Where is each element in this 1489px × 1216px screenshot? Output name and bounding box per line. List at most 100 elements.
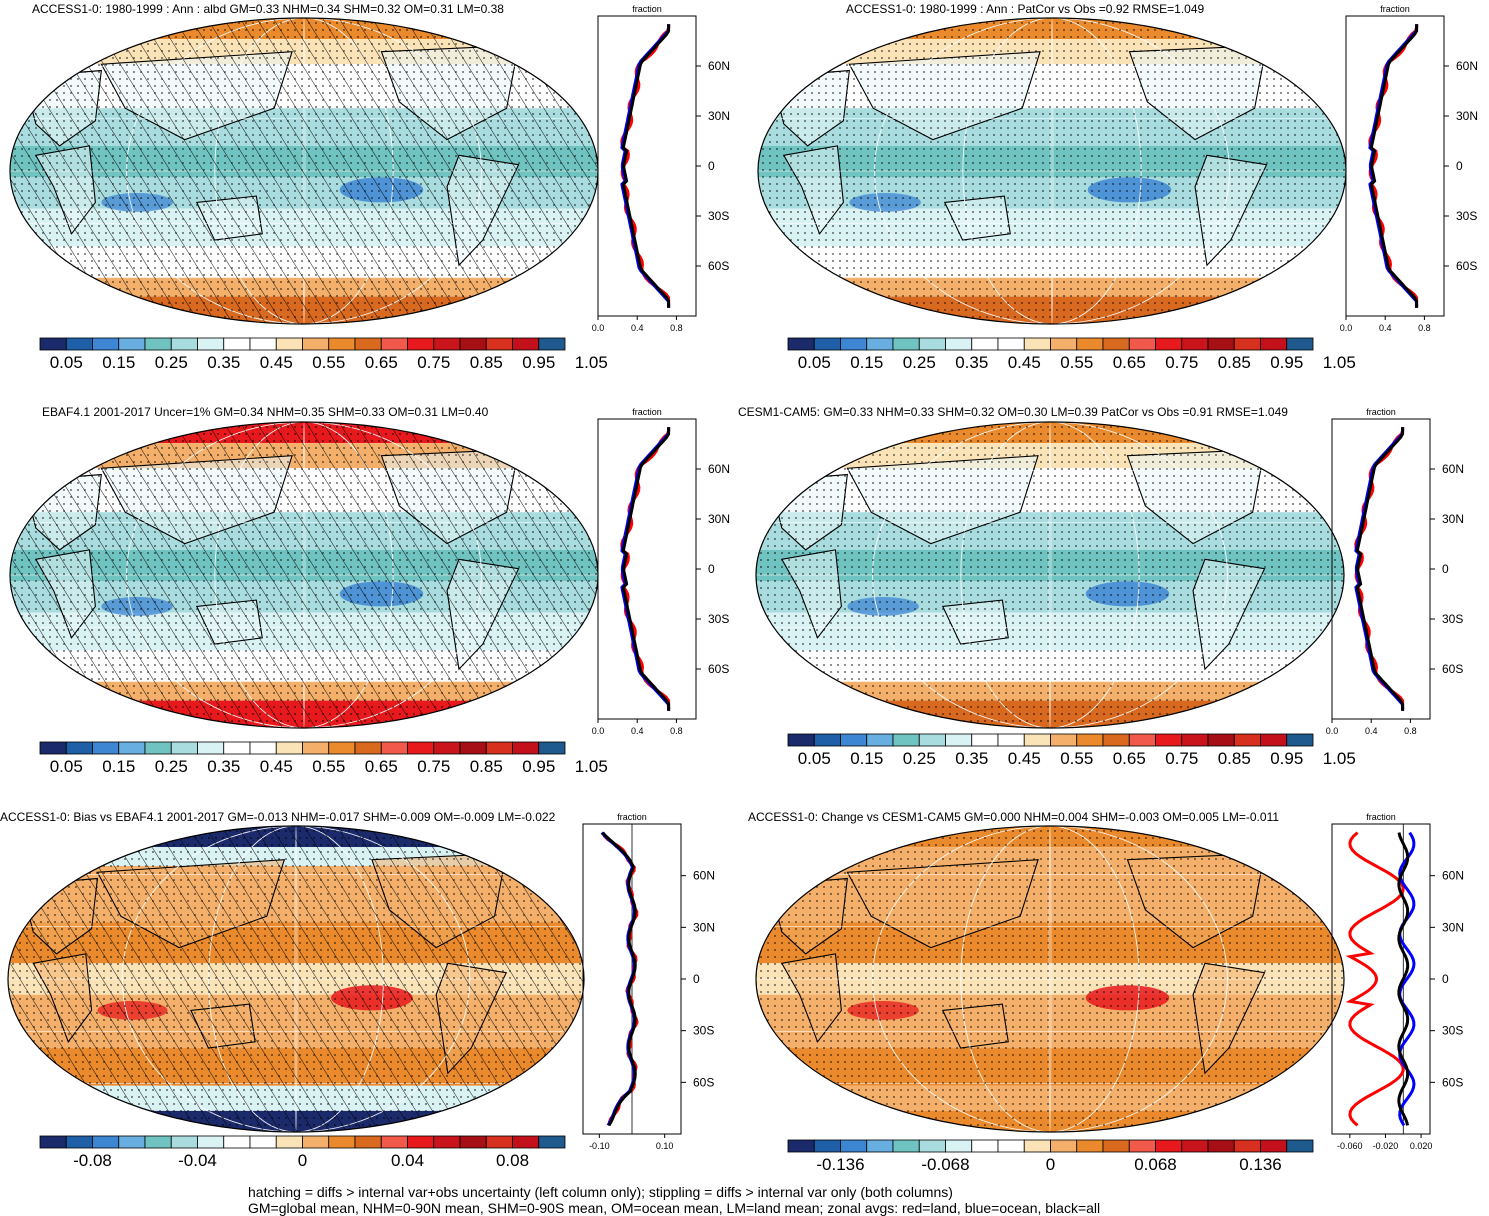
colorbar-swatch	[459, 337, 487, 351]
colorbar-label: 0	[1046, 1155, 1055, 1174]
colorbar-label: 0.25	[155, 353, 188, 372]
zonal-ylabel: 60S	[693, 1075, 714, 1089]
colorbar-label: 0.136	[1239, 1155, 1282, 1174]
colorbar-swatch	[512, 337, 540, 351]
colorbar-swatch	[92, 741, 120, 755]
colorbar-label: 0.85	[470, 757, 503, 776]
zonal-ylabel: 60N	[1456, 59, 1478, 73]
colorbar-swatch	[380, 741, 408, 755]
colorbar: 0.05 0.15 0.25 0.35 0.45 0.55 0.65 0.75 0.85 0.95…	[787, 337, 1356, 372]
zonal-ylabel: 60S	[708, 259, 729, 273]
colorbar-label: 0.45	[1008, 353, 1041, 372]
colorbar-swatch	[39, 741, 67, 755]
colorbar-swatch	[249, 337, 277, 351]
colorbar-label: 0.75	[1165, 353, 1198, 372]
colorbar-swatch	[354, 741, 382, 755]
colorbar-swatch	[1076, 733, 1104, 747]
zonal-ylabel: 0	[1456, 159, 1463, 173]
map-field	[10, 18, 598, 324]
zonal-ylabel: 0	[708, 159, 715, 173]
colorbar-swatch	[945, 733, 973, 747]
zonal-xtick-label: 0.020	[1410, 1141, 1433, 1151]
colorbar: 0.05 0.15 0.25 0.35 0.45 0.55 0.65 0.75 0.85 0.95…	[787, 733, 1356, 768]
colorbar-swatch	[275, 1135, 303, 1149]
map-obs-ebaf	[9, 421, 599, 729]
colorbar-swatch	[892, 337, 920, 351]
colorbar-swatch	[197, 741, 225, 755]
colorbar-label: 1.05	[1323, 353, 1356, 372]
colorbar-swatch	[92, 1135, 120, 1149]
colorbar-swatch	[538, 741, 566, 755]
colorbar-label: 0.75	[417, 757, 450, 776]
panel-title: ACCESS1-0: 1980-1999 : Ann : PatCor vs O…	[846, 2, 1205, 16]
colorbar-label: 0.95	[1270, 353, 1303, 372]
colorbar-swatch	[302, 1135, 330, 1149]
zonal-ylabel: 60N	[1442, 462, 1464, 476]
colorbar-label: 0.55	[1060, 749, 1093, 768]
zonal-xlabel: fraction	[632, 407, 662, 417]
zonal-line-land	[620, 24, 671, 308]
colorbar-swatch	[787, 1139, 815, 1153]
colorbar-swatch	[118, 1135, 146, 1149]
colorbar-swatch	[538, 337, 566, 351]
colorbar-swatch	[485, 1135, 513, 1149]
zonal-ylabel: 60N	[1442, 869, 1464, 883]
zonal-line-ocean	[1368, 24, 1419, 308]
colorbar-swatch	[1207, 733, 1235, 747]
colorbar-swatch	[1260, 337, 1288, 351]
zonal-line-ocean	[620, 427, 671, 711]
map-cesm	[755, 421, 1345, 729]
colorbar-label: 0.55	[312, 757, 345, 776]
zonal-line-all	[601, 831, 637, 1127]
colorbar-label: 0.75	[417, 353, 450, 372]
colorbar-label: 0.05	[50, 757, 83, 776]
colorbar-label: -0.068	[921, 1155, 969, 1174]
colorbar-swatch	[485, 337, 513, 351]
colorbar-swatch	[918, 733, 946, 747]
colorbar-swatch	[997, 337, 1025, 351]
zonal-xtick-label: 0.4	[631, 323, 644, 333]
colorbar-swatch	[787, 337, 815, 351]
zonal-ylabel: 60S	[1442, 1075, 1463, 1089]
colorbar-swatch	[459, 1135, 487, 1149]
map-field	[756, 422, 1344, 728]
map-field	[8, 826, 584, 1132]
zonal-line-land	[620, 427, 671, 711]
colorbar-label: 0.75	[1165, 749, 1198, 768]
colorbar-label: 0.45	[1008, 749, 1041, 768]
colorbar-swatch	[65, 1135, 93, 1149]
colorbar-swatch	[433, 1135, 461, 1149]
colorbar-swatch	[892, 733, 920, 747]
colorbar-swatch	[249, 741, 277, 755]
colorbar-swatch	[813, 1139, 841, 1153]
hatch-overlay	[10, 422, 598, 728]
colorbar-swatch	[1260, 1139, 1288, 1153]
colorbar-label: 0.15	[850, 749, 883, 768]
colorbar-swatch	[813, 733, 841, 747]
zonal-mean-plot: fraction 60N 30N 0 30S 60S 0.0 0.4 0.8	[592, 407, 730, 736]
zonal-ylabel: 30N	[1456, 109, 1478, 123]
zonal-xtick-label: 0.4	[631, 726, 644, 736]
colorbar-swatch	[1050, 337, 1078, 351]
colorbar-label: 0.65	[1113, 353, 1146, 372]
zonal-xlabel: fraction	[1366, 407, 1396, 417]
colorbar-swatch	[433, 741, 461, 755]
colorbar-label: 0.45	[260, 757, 293, 776]
colorbar-swatch	[840, 1139, 868, 1153]
colorbar-swatch	[1023, 337, 1051, 351]
colorbar-label: 0.85	[1218, 353, 1251, 372]
colorbar-swatch	[118, 337, 146, 351]
colorbar-label: -0.04	[178, 1151, 217, 1170]
colorbar-swatch	[302, 741, 330, 755]
zonal-ylabel: 30N	[1442, 920, 1464, 934]
colorbar-label: 0.45	[260, 353, 293, 372]
colorbar: 0.05 0.15 0.25 0.35 0.45 0.55 0.65 0.75 0.85 0.95…	[39, 337, 608, 372]
colorbar-swatch	[1286, 733, 1314, 747]
colorbar-swatch	[1233, 733, 1261, 747]
map-outline	[755, 825, 1345, 1133]
panel-title: ACCESS1-0: Change vs CESM1-CAM5 GM=0.000…	[748, 810, 1280, 824]
colorbar-swatch	[1286, 1139, 1314, 1153]
map-field	[758, 18, 1346, 324]
zonal-ylabel: 60N	[708, 462, 730, 476]
colorbar-swatch	[170, 1135, 198, 1149]
